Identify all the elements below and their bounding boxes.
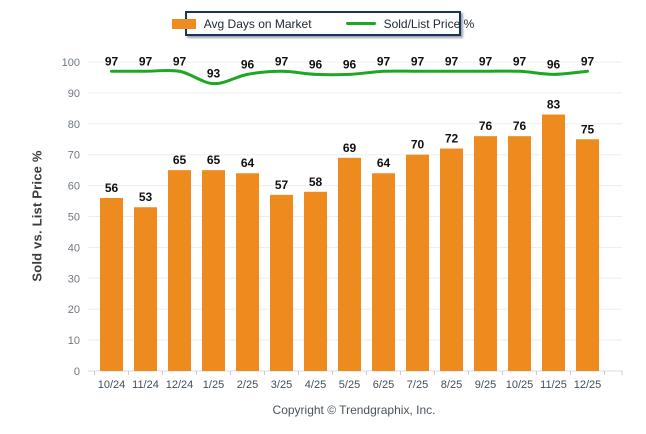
legend-item-sold-list: Sold/List Price % xyxy=(345,16,475,31)
bar-value-label: 76 xyxy=(513,119,527,133)
bar xyxy=(372,173,395,371)
line-value-label: 97 xyxy=(275,54,289,68)
y-tick-label: 50 xyxy=(68,212,80,224)
bar xyxy=(270,194,293,371)
line-value-label: 96 xyxy=(241,57,255,71)
bar xyxy=(338,157,361,371)
bar xyxy=(576,139,599,371)
line-value-label: 97 xyxy=(411,54,425,68)
y-tick-label: 20 xyxy=(68,304,80,316)
line-value-label: 97 xyxy=(581,54,595,68)
x-tick-label: 6/25 xyxy=(373,379,394,391)
bar xyxy=(508,136,531,371)
bar xyxy=(100,197,123,371)
x-tick-label: 12/24 xyxy=(166,379,194,391)
x-tick-label: 11/24 xyxy=(132,379,159,391)
line-value-label: 97 xyxy=(445,54,459,68)
x-tick-label: 2/25 xyxy=(237,379,258,391)
bar-value-label: 57 xyxy=(275,178,289,192)
sold-list-line xyxy=(110,68,589,86)
x-tick-label: 8/25 xyxy=(441,379,462,391)
x-tick-label: 10/24 xyxy=(98,379,126,391)
bar-value-label: 65 xyxy=(207,153,221,167)
line-value-label: 97 xyxy=(479,54,493,68)
line-swatch-icon xyxy=(345,22,376,25)
bar-value-label: 83 xyxy=(547,98,561,112)
bar-value-label: 53 xyxy=(139,190,153,204)
bar-value-label: 70 xyxy=(411,138,425,152)
line-value-label: 97 xyxy=(105,54,119,68)
x-tick-label: 11/25 xyxy=(540,379,567,391)
bar-value-label: 56 xyxy=(105,181,119,195)
x-tick-label: 10/25 xyxy=(506,379,534,391)
legend-label-avg-days: Avg Days on Market xyxy=(203,16,312,31)
y-tick-label: 60 xyxy=(68,181,80,193)
y-tick-label: 90 xyxy=(68,88,80,100)
bar-value-label: 64 xyxy=(377,156,391,170)
y-tick-label: 70 xyxy=(68,150,80,162)
line-value-label: 97 xyxy=(377,54,391,68)
x-tick-label: 5/25 xyxy=(339,379,360,391)
bar-swatch-icon xyxy=(171,18,196,29)
line-value-label: 96 xyxy=(547,57,561,71)
bar-value-label: 69 xyxy=(343,141,357,155)
bar xyxy=(542,114,565,371)
bar xyxy=(304,191,327,371)
x-tick-label: 4/25 xyxy=(305,379,326,391)
x-tick-label: 3/25 xyxy=(271,379,292,391)
bar-value-label: 65 xyxy=(173,153,187,167)
bar xyxy=(202,170,225,371)
y-tick-label: 0 xyxy=(74,366,80,378)
bar-value-label: 76 xyxy=(479,119,493,133)
bar xyxy=(474,136,497,371)
bar-value-label: 64 xyxy=(241,156,255,170)
legend-label-sold-list: Sold/List Price % xyxy=(383,16,475,31)
bar xyxy=(406,154,429,371)
y-tick-label: 30 xyxy=(68,273,80,285)
bar-value-label: 58 xyxy=(309,175,323,189)
y-tick-label: 10 xyxy=(68,335,80,347)
y-tick-label: 100 xyxy=(62,57,80,69)
bar xyxy=(134,207,157,371)
bar-value-label: 75 xyxy=(581,122,595,136)
x-tick-label: 9/25 xyxy=(475,379,496,391)
y-tick-label: 80 xyxy=(68,119,80,131)
legend: Avg Days on Market Sold/List Price % xyxy=(171,11,474,36)
bar xyxy=(168,170,191,371)
bar xyxy=(440,148,463,371)
x-tick-label: 12/25 xyxy=(574,379,602,391)
copyright-text: Copyright © Trendgraphix, Inc. xyxy=(272,403,436,417)
line-value-label: 97 xyxy=(173,54,187,68)
x-tick-label: 1/25 xyxy=(203,379,224,391)
x-tick-label: 7/25 xyxy=(407,379,428,391)
line-value-label: 96 xyxy=(309,57,323,71)
line-value-label: 97 xyxy=(139,54,153,68)
line-value-label: 96 xyxy=(343,57,357,71)
y-axis-title: Sold vs. List Price % xyxy=(29,150,45,282)
line-value-label: 93 xyxy=(207,67,221,81)
bar xyxy=(236,173,259,371)
y-tick-label: 40 xyxy=(68,242,80,254)
legend-item-avg-days: Avg Days on Market xyxy=(171,16,312,31)
line-value-label: 97 xyxy=(513,54,527,68)
bar-value-label: 72 xyxy=(445,132,459,146)
